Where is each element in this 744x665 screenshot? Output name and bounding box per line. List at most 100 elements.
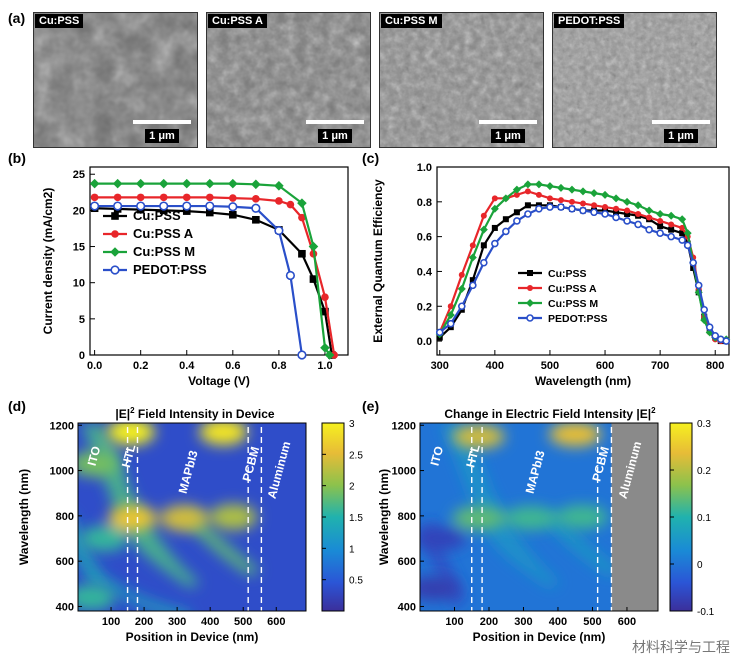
x-tick-label: 800 xyxy=(706,360,724,372)
data-point xyxy=(457,284,466,293)
y-tick-label: 10 xyxy=(73,278,85,290)
data-point xyxy=(557,203,565,211)
chart-title: Change in Electric Field Intensity |E|2 xyxy=(444,406,656,421)
data-point xyxy=(321,307,329,316)
data-point xyxy=(546,203,554,211)
intensity-band xyxy=(78,529,105,588)
data-point xyxy=(694,281,703,290)
y-tick-label: 1200 xyxy=(392,420,416,432)
data-point xyxy=(110,265,120,275)
data-point xyxy=(678,236,686,244)
hotspot xyxy=(80,525,129,552)
hotspot xyxy=(159,505,208,532)
layer-label: HTL xyxy=(463,443,483,469)
data-point xyxy=(159,193,168,202)
x-tick-label: 200 xyxy=(480,616,498,628)
data-point xyxy=(513,191,520,198)
data-point xyxy=(113,201,123,211)
panel-c-label: (c) xyxy=(362,150,380,166)
x-tick-label: 700 xyxy=(651,360,669,372)
data-point xyxy=(668,221,675,228)
jv-curve-chart: 0.0 0.2 0.4 0.6 0.8 1.0 0 5 10 15 20 25 Voltage (V) C… xyxy=(41,166,349,388)
layer-label: ITO xyxy=(428,445,447,468)
y-tick-label: 1000 xyxy=(50,466,74,478)
legend-label: Cu:PSS M xyxy=(548,298,598,310)
hotspot xyxy=(78,450,119,477)
x-axis-label: Position in Device (nm) xyxy=(473,630,606,644)
hotspot xyxy=(106,423,155,446)
data-point xyxy=(136,201,146,211)
data-point xyxy=(469,281,477,290)
data-point xyxy=(297,350,307,360)
hotspot xyxy=(504,506,557,531)
sem-image-4: PEDOT:PSS 1 μm xyxy=(552,12,717,148)
y-tick-label: 600 xyxy=(56,556,74,568)
data-point xyxy=(320,342,330,353)
data-point xyxy=(613,209,620,216)
colorbar-tick-label: 1 xyxy=(349,544,355,555)
data-point xyxy=(502,216,509,223)
sem-image-title: Cu:PSS A xyxy=(208,14,267,28)
data-point xyxy=(205,208,214,217)
data-point xyxy=(623,217,631,225)
hotspot xyxy=(556,505,609,529)
data-point xyxy=(534,180,543,189)
y-tick-label: 5 xyxy=(79,314,85,326)
data-point xyxy=(602,204,609,211)
colorbar-tick-label: 3 xyxy=(349,419,355,430)
x-tick-label: 500 xyxy=(234,616,252,628)
scale-bar: 1 μm xyxy=(306,120,364,144)
data-point xyxy=(634,201,643,210)
data-point xyxy=(501,194,510,203)
data-point xyxy=(623,197,632,206)
tick-labels: 100 200 300 400 500 600 400 600 800 1000 1200 xyxy=(392,420,637,628)
x-tick-label: 1.0 xyxy=(317,360,332,372)
data-point xyxy=(205,193,214,202)
scale-bar-line xyxy=(479,120,537,124)
data-point xyxy=(286,200,295,209)
data-point xyxy=(113,193,122,202)
data-point xyxy=(656,229,664,237)
data-point xyxy=(491,224,498,231)
scale-bar-line xyxy=(133,120,191,124)
data-point xyxy=(722,337,731,345)
data-point xyxy=(469,277,476,284)
hotspot xyxy=(420,576,460,601)
intensity-band xyxy=(90,573,186,611)
scale-bar: 1 μm xyxy=(133,120,191,144)
legend-label: Cu:PSS xyxy=(133,208,181,223)
y-tick-label: 0 xyxy=(79,350,85,362)
data-point xyxy=(527,285,533,291)
x-tick-label: 600 xyxy=(267,616,285,628)
data-point xyxy=(679,224,686,231)
data-point xyxy=(490,204,499,213)
hotspot xyxy=(199,423,248,446)
x-tick-label: 0.6 xyxy=(225,360,240,372)
data-point xyxy=(601,210,609,218)
y-tick-label: 600 xyxy=(398,556,416,568)
x-tick-label: 300 xyxy=(168,616,186,628)
data-point xyxy=(298,249,306,258)
data-point xyxy=(646,214,653,221)
data-point xyxy=(556,183,565,192)
hotspot xyxy=(452,506,505,531)
plot-frame xyxy=(77,422,307,612)
data-point xyxy=(159,201,169,211)
x-tick-label: 300 xyxy=(431,360,449,372)
x-tick-label: 400 xyxy=(201,616,219,628)
panel-e-label: (e) xyxy=(362,398,380,414)
series-3 xyxy=(435,203,731,345)
data-point xyxy=(468,253,477,262)
x-tick-label: 600 xyxy=(618,616,636,628)
sem-image-3: Cu:PSS M 1 μm xyxy=(379,12,544,148)
y-tick-label: 25 xyxy=(73,169,85,181)
sem-image-title: Cu:PSS xyxy=(35,14,84,28)
data-point xyxy=(667,232,675,241)
data-point xyxy=(545,182,554,191)
data-point xyxy=(324,350,335,360)
hotspot xyxy=(420,526,467,551)
data-point xyxy=(526,299,534,307)
x-tick-label: 400 xyxy=(549,616,567,628)
data-point xyxy=(668,226,675,233)
y-tick-label: 0.4 xyxy=(417,266,433,278)
